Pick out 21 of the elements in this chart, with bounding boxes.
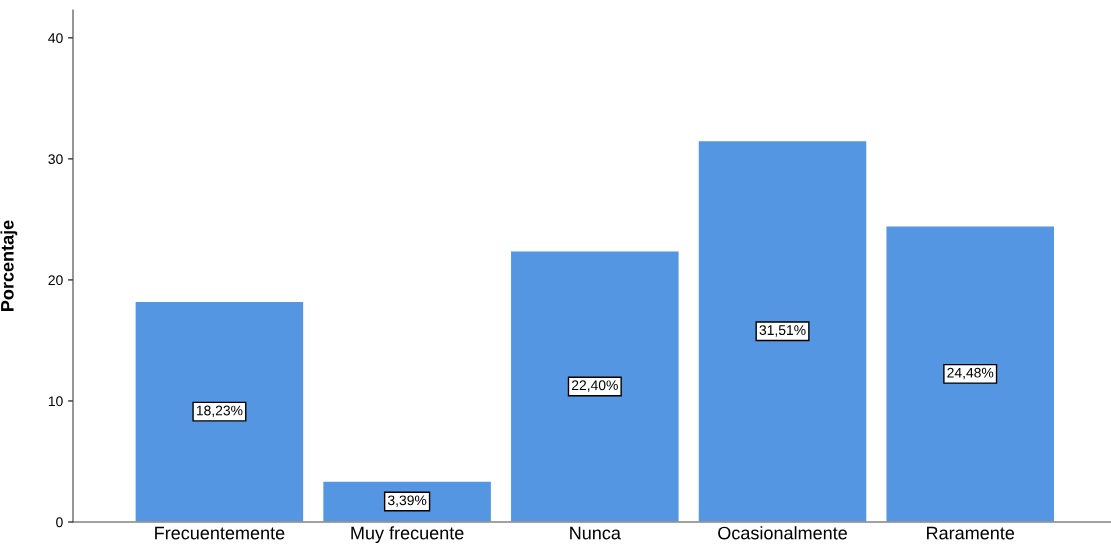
x-tick-label: Muy frecuente bbox=[351, 526, 464, 543]
data-label: 24,48% bbox=[947, 367, 994, 380]
data-label: 3,39% bbox=[387, 495, 427, 507]
data-label: 18,23% bbox=[196, 405, 243, 418]
x-tick-label: Ocasionalmente bbox=[718, 526, 847, 540]
bar bbox=[885, 224, 1056, 522]
data-label: 22,40% bbox=[571, 380, 618, 392]
y-tick-label: 20 bbox=[48, 275, 63, 286]
y-tick-label: 30 bbox=[48, 154, 63, 165]
x-tick-label: Raramente bbox=[927, 526, 1015, 540]
bar bbox=[697, 139, 868, 522]
y-axis-title: Porcentaje bbox=[0, 220, 18, 311]
y-tick-label: 10 bbox=[48, 396, 63, 407]
bar bbox=[134, 300, 305, 522]
y-tick-label: 0 bbox=[56, 517, 63, 528]
x-tick-label: Nunca bbox=[570, 526, 621, 540]
bar bbox=[321, 480, 493, 522]
x-tick-label: Frecuentemente bbox=[155, 526, 285, 540]
data-label: 31,51% bbox=[759, 325, 806, 337]
y-tick-label: 40 bbox=[48, 33, 63, 44]
bar bbox=[509, 250, 680, 522]
